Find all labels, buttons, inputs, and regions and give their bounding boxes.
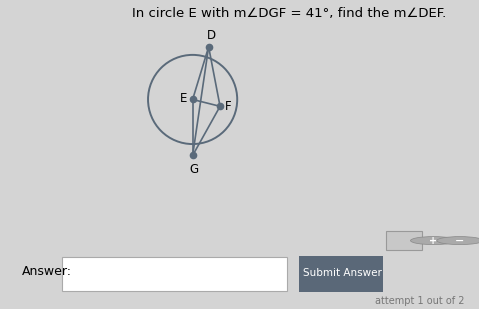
Text: Submit Answer: Submit Answer [303, 268, 381, 278]
Text: F: F [225, 100, 232, 113]
Circle shape [411, 237, 456, 245]
FancyBboxPatch shape [386, 231, 422, 250]
Text: attempt 1 out of 2: attempt 1 out of 2 [375, 296, 465, 306]
Text: −: − [455, 235, 465, 246]
Text: G: G [189, 163, 198, 176]
FancyBboxPatch shape [299, 256, 383, 292]
Text: +: + [430, 235, 437, 246]
Circle shape [437, 237, 479, 245]
FancyBboxPatch shape [62, 257, 287, 291]
Text: Answer:: Answer: [22, 265, 71, 278]
Text: In circle E with m∠DGF = 41°, find the m∠DEF.: In circle E with m∠DGF = 41°, find the m… [132, 7, 446, 20]
Text: E: E [180, 92, 187, 105]
Text: D: D [207, 29, 216, 42]
